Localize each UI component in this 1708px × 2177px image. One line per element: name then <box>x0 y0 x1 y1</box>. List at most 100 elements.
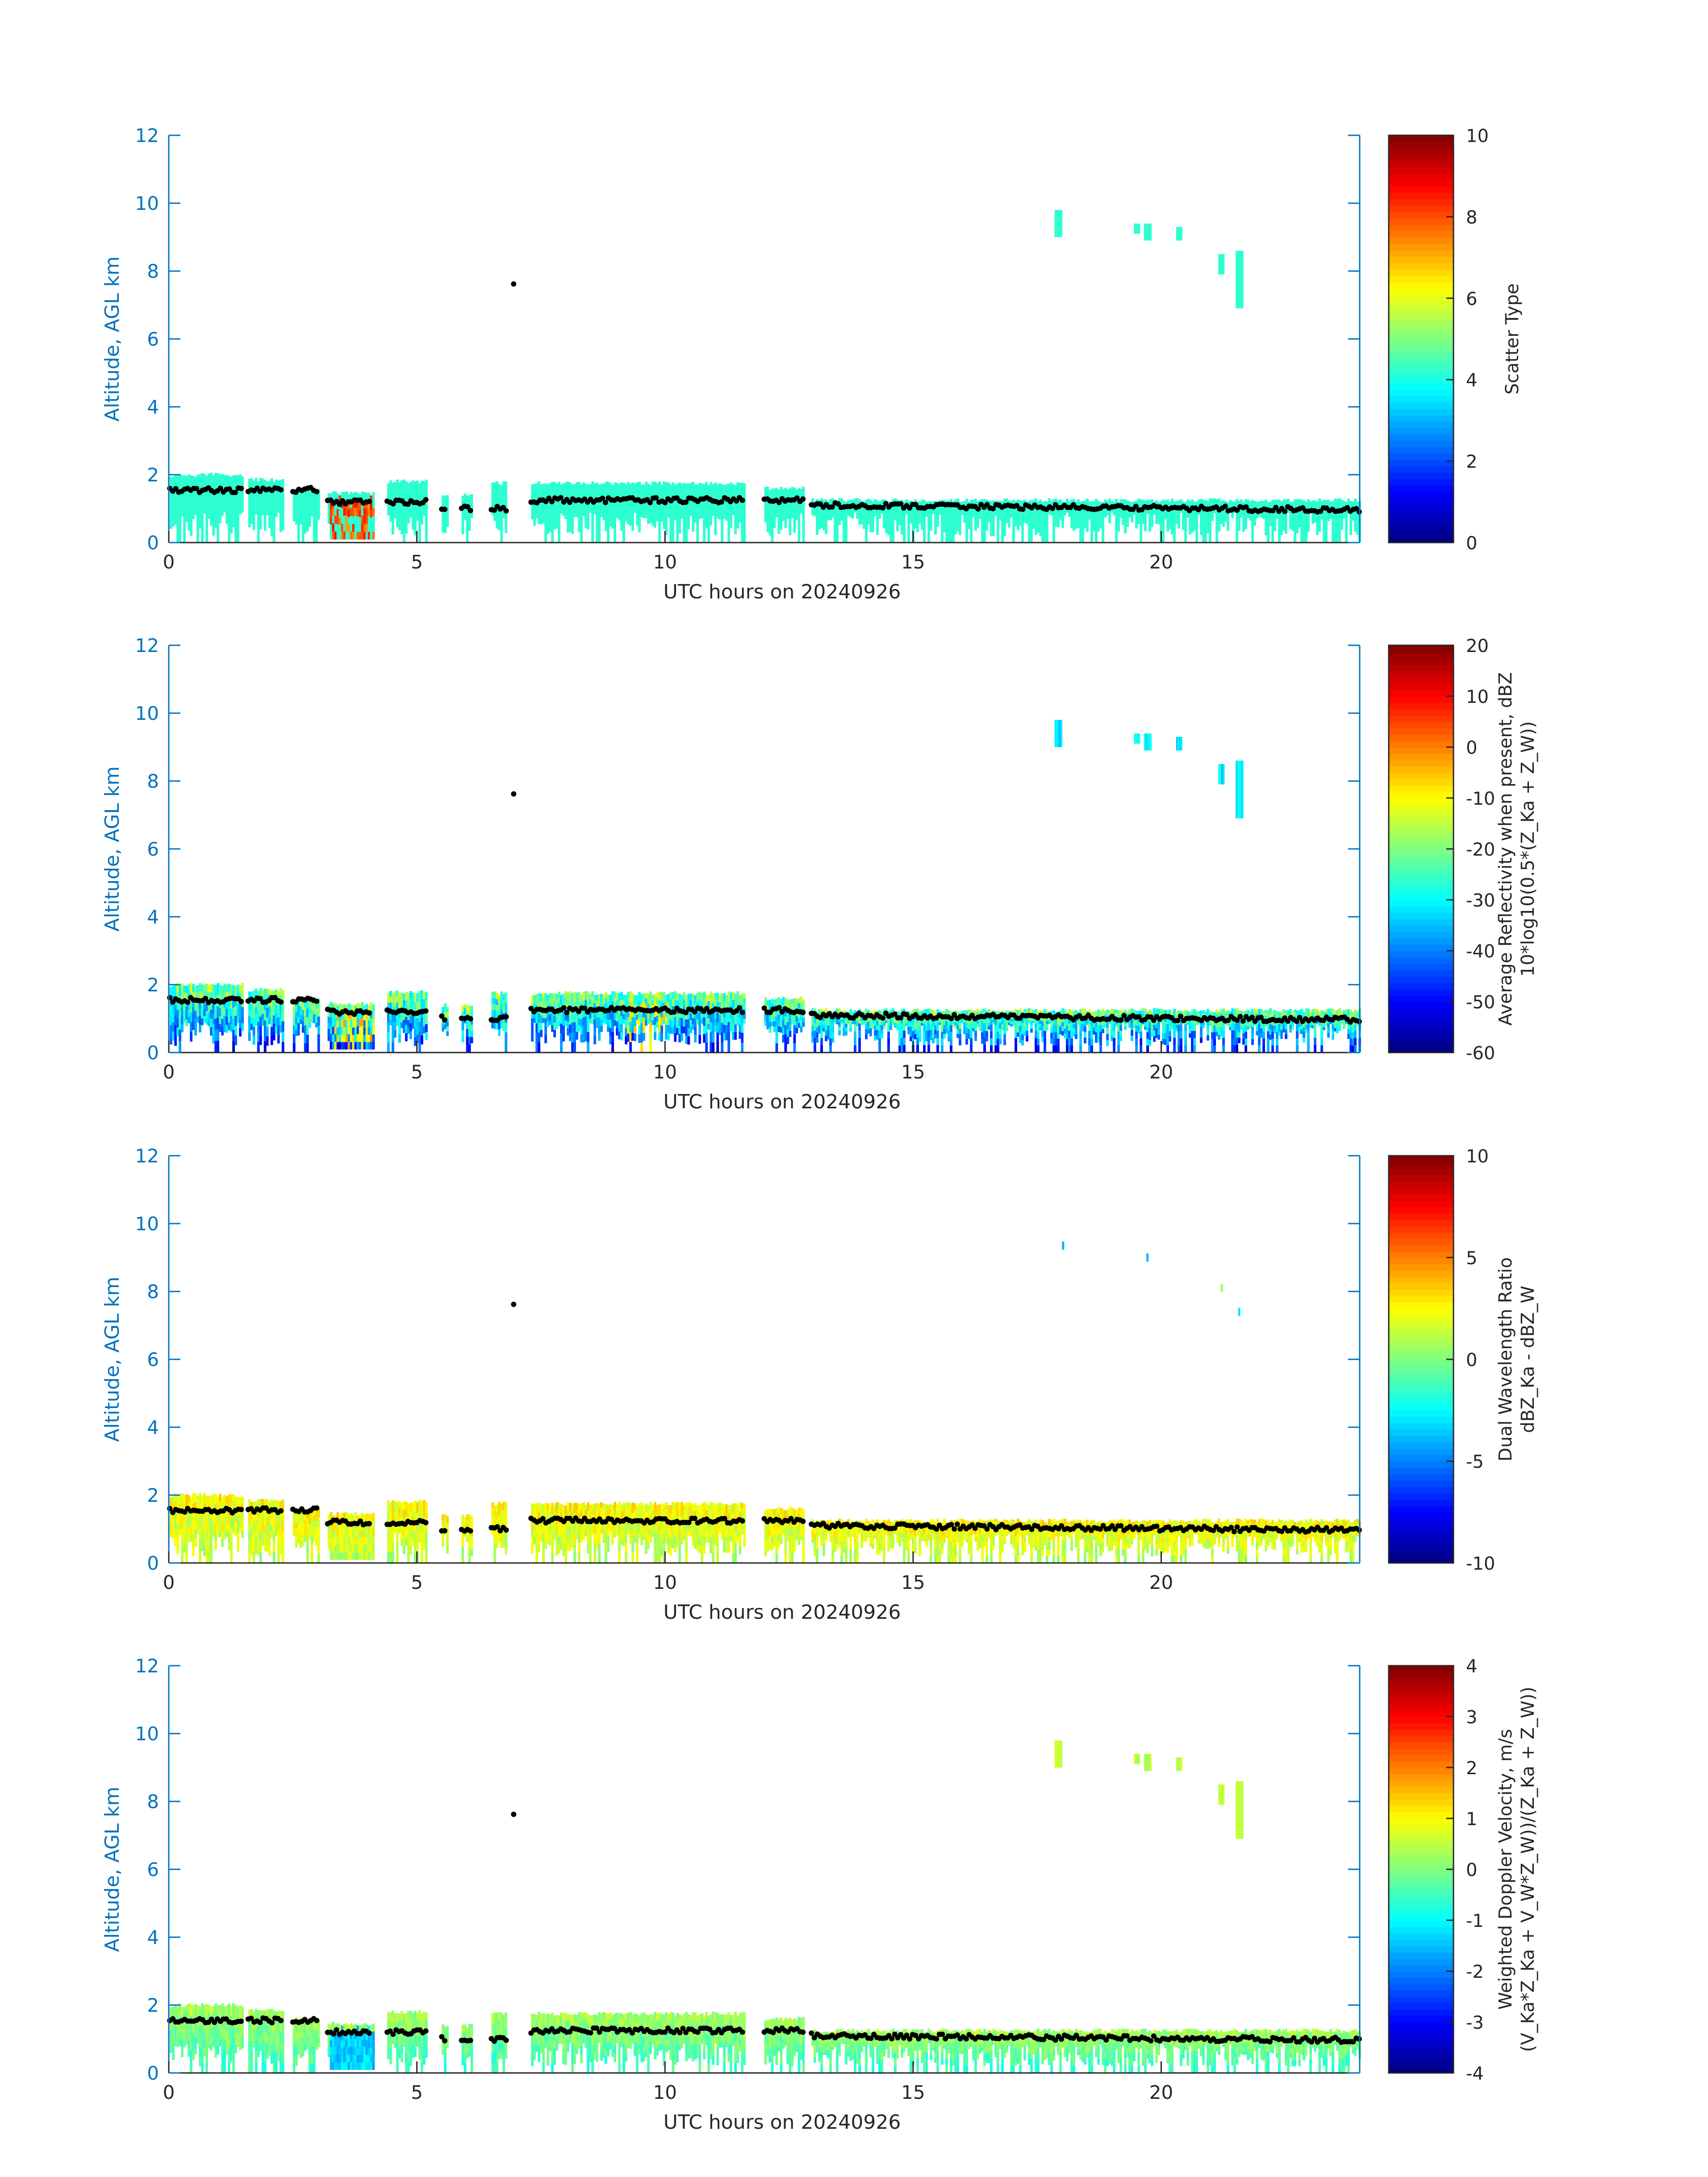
colorbar-tick-label: 4 <box>1466 370 1477 391</box>
colorbar-tick-label: -10 <box>1466 1554 1495 1574</box>
colorbar-tick-label: 2 <box>1466 1758 1477 1779</box>
colorbar-tick-label: -20 <box>1466 840 1495 860</box>
y-tick-label: 0 <box>147 2062 159 2084</box>
colorbar-tick-label: 4 <box>1466 1656 1477 1677</box>
x-tick-label: 20 <box>1149 1061 1173 1083</box>
x-tick-label: 20 <box>1149 1571 1173 1593</box>
x-tick-label: 0 <box>163 551 175 573</box>
x-tick-label: 20 <box>1149 551 1173 573</box>
y-tick-label: 12 <box>135 635 159 656</box>
y-tick-label: 2 <box>147 1484 159 1506</box>
colorbar-tick-label: 10 <box>1466 687 1489 707</box>
y-tick-label: 12 <box>135 1145 159 1167</box>
y-tick-label: 12 <box>135 1655 159 1677</box>
y-tick-label: 2 <box>147 1994 159 2016</box>
x-tick-label: 10 <box>653 551 677 573</box>
radar-field-scatter-type <box>170 210 1361 543</box>
colorbar-tick-label: 2 <box>1466 452 1477 472</box>
y-tick-label: 4 <box>147 906 159 928</box>
colorbar-label: Average Reflectivity when present, dBZ <box>1495 672 1516 1025</box>
y-tick-label: 6 <box>147 1349 159 1371</box>
colorbar-tick-label: 0 <box>1466 738 1477 758</box>
colorbar-tick-label: 5 <box>1466 1248 1477 1269</box>
subplot-3: 0 2 4 6 8 10 12 0 5 10 15 20 UTC hours on 20240926 Al… <box>101 1145 1538 1624</box>
y-axis-label: Altitude, AGL km <box>101 256 124 422</box>
y-tick-label: 4 <box>147 396 159 418</box>
y-tick-label: 6 <box>147 328 159 350</box>
colorbar-label: Dual Wavelength Ratio <box>1495 1257 1516 1461</box>
x-tick-label: 0 <box>163 1571 175 1593</box>
colorbar-label: 10*log10(0.5*(Z_Ka + Z_W)) <box>1518 721 1538 977</box>
x-tick-label: 15 <box>901 1061 925 1083</box>
colorbar-tick-label: 0 <box>1466 533 1477 554</box>
y-tick-label: 10 <box>135 192 159 214</box>
plot-area <box>169 1156 1360 1563</box>
colorbar-label: (V_Ka*Z_Ka + V_W*Z_W))/(Z_Ka + Z_W)) <box>1518 1687 1538 2052</box>
colorbar-tick-label: 1 <box>1466 1809 1477 1830</box>
y-tick-label: 8 <box>147 260 159 282</box>
x-axis-label: UTC hours on 20240926 <box>664 581 901 603</box>
isolated-dot <box>511 791 517 797</box>
cloud-base-dots <box>167 1811 1362 2045</box>
isolated-dot <box>511 281 517 287</box>
colorbar-tick-label: -10 <box>1466 789 1495 809</box>
y-tick-label: 2 <box>147 974 159 996</box>
y-tick-label: 4 <box>147 1926 159 1948</box>
colorbar-tick-label: 10 <box>1466 126 1489 146</box>
x-tick-label: 10 <box>653 1061 677 1083</box>
y-tick-label: 0 <box>147 532 159 554</box>
y-tick-label: 10 <box>135 1723 159 1745</box>
y-tick-label: 8 <box>147 1281 159 1303</box>
y-tick-label: 2 <box>147 464 159 486</box>
colorbar-tick-label: -3 <box>1466 2013 1484 2033</box>
x-tick-label: 5 <box>411 1571 423 1593</box>
y-axis-label: Altitude, AGL km <box>101 1277 124 1442</box>
x-tick-label: 10 <box>653 1571 677 1593</box>
x-axis-label: UTC hours on 20240926 <box>664 1601 901 1624</box>
colorbar-tick-label: 3 <box>1466 1707 1477 1728</box>
y-tick-label: 4 <box>147 1417 159 1438</box>
colorbar-tick-label: 6 <box>1466 289 1477 309</box>
plot-area <box>169 135 1360 543</box>
colorbar-tick-label: -60 <box>1466 1043 1495 1064</box>
cloud-base-dots <box>167 791 1362 1025</box>
colorbar-label: Scatter Type <box>1502 284 1523 395</box>
y-tick-label: 0 <box>147 1042 159 1064</box>
colorbar-tick-label: -1 <box>1466 1911 1484 1931</box>
colorbar-tick-label: -2 <box>1466 1962 1484 1982</box>
colorbar-tick-label: 20 <box>1466 636 1489 656</box>
y-tick-label: 12 <box>135 125 159 146</box>
x-tick-label: 15 <box>901 2081 925 2103</box>
y-tick-label: 6 <box>147 1859 159 1880</box>
isolated-dot <box>511 1811 517 1817</box>
x-tick-label: 15 <box>901 551 925 573</box>
colorbar-tick-label: -40 <box>1466 941 1495 962</box>
y-axis-label: Altitude, AGL km <box>101 1787 124 1952</box>
colorbar: -4 -3 -2 -1 0 1 2 3 4 Weighted Doppler Velocity, … <box>1388 1656 1538 2084</box>
colorbar-tick-label: -5 <box>1466 1452 1484 1472</box>
colorbar-tick-label: -4 <box>1466 2064 1484 2084</box>
subplot-2: 0 2 4 6 8 10 12 0 5 10 15 20 UTC hours on 20240926 Al… <box>101 635 1538 1113</box>
x-tick-label: 10 <box>653 2081 677 2103</box>
colorbar: 0 2 4 6 8 10 Scatter Type <box>1388 126 1523 554</box>
colorbar: -10 -5 0 5 10 Dual Wavelength Ratio dBZ_Ka - d… <box>1388 1146 1538 1574</box>
x-tick-label: 20 <box>1149 2081 1173 2103</box>
y-tick-label: 0 <box>147 1552 159 1574</box>
y-tick-label: 6 <box>147 838 159 860</box>
x-tick-label: 5 <box>411 551 423 573</box>
colorbar-tick-label: 0 <box>1466 1350 1477 1371</box>
plot-area <box>169 1666 1360 2073</box>
x-tick-label: 5 <box>411 2081 423 2103</box>
colorbar-tick-label: 0 <box>1466 1860 1477 1880</box>
y-tick-label: 8 <box>147 770 159 792</box>
colorbar-frame <box>1388 134 1454 543</box>
y-tick-label: 10 <box>135 1213 159 1235</box>
x-tick-label: 15 <box>901 1571 925 1593</box>
colorbar-label: Weighted Doppler Velocity, m/s <box>1495 1729 1516 2010</box>
x-tick-label: 5 <box>411 1061 423 1083</box>
colorbar: -60 -50 -40 -30 -20 -10 0 10 20 Average Reflectiv… <box>1388 636 1538 1064</box>
colorbar-label: dBZ_Ka - dBZ_W <box>1518 1286 1538 1433</box>
